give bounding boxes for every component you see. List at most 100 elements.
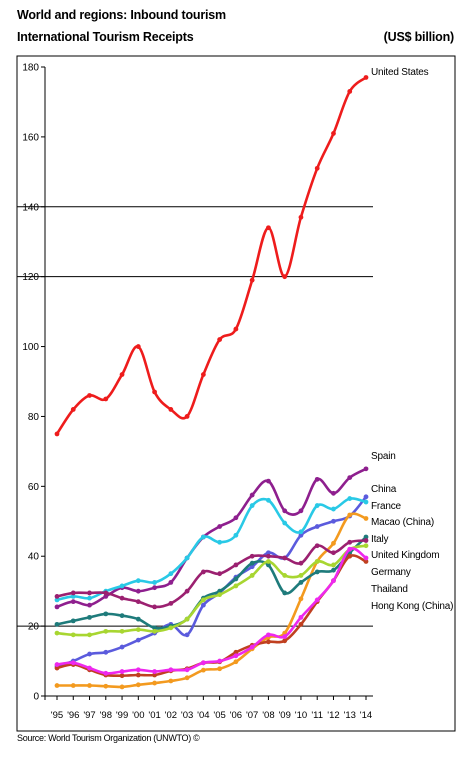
data-point-france [184, 555, 190, 561]
data-point-germany [168, 600, 174, 606]
data-point-macao-china [200, 667, 206, 673]
series-labels: United States Spain China France Macao (Chin… [371, 67, 453, 612]
data-point-italy [298, 580, 304, 585]
data-point-hong-kong-china [331, 578, 336, 584]
data-point-united-states [233, 326, 239, 332]
x-tick-label: '99 [116, 710, 128, 721]
data-point-hong-kong-china [103, 670, 109, 676]
series-line-china [55, 495, 368, 668]
data-point-spain [266, 478, 271, 484]
data-point-france [70, 594, 76, 599]
data-point-italy [135, 616, 141, 622]
data-point-united-kingdom [103, 628, 109, 634]
data-point-france [87, 595, 92, 601]
data-point-thailand [135, 672, 141, 678]
data-point-germany [233, 562, 239, 568]
x-tick-label: '05 [213, 710, 225, 721]
data-point-united-kingdom [119, 628, 125, 634]
data-point-china [119, 644, 125, 650]
data-point-united-states [282, 274, 288, 280]
data-point-germany [54, 594, 60, 599]
x-tick-label: '03 [181, 710, 193, 721]
data-point-italy [152, 625, 157, 631]
x-tick-label: '97 [83, 710, 95, 721]
data-point-hong-kong-china [314, 597, 320, 603]
axes: 0 20 40 60 80 100 120 140 160 180 '95 '96 '97 '98 '99 '… [22, 63, 373, 721]
data-point-spain [314, 476, 320, 482]
data-point-spain [103, 594, 109, 599]
data-point-united-kingdom [152, 628, 157, 634]
y-tick-label: 100 [22, 342, 39, 353]
data-point-germany [87, 590, 92, 596]
data-point-spain [282, 508, 288, 514]
data-point-united-kingdom [87, 632, 92, 638]
data-point-germany [103, 590, 109, 596]
data-point-france [200, 534, 206, 540]
data-point-hong-kong-china [298, 614, 304, 620]
data-point-united-states [135, 344, 141, 349]
series-label-united-states: United States [371, 67, 429, 78]
data-point-macao-china [184, 675, 190, 681]
y-tick-label: 180 [22, 63, 39, 74]
data-point-china [249, 564, 255, 570]
data-point-united-kingdom [70, 632, 76, 638]
chart-subtitle: International Tourism Receipts [17, 30, 194, 44]
data-point-united-states [87, 393, 92, 398]
x-tick-label: '95 [51, 710, 63, 721]
data-point-hong-kong-china [266, 632, 271, 638]
x-tick-label: '10 [295, 710, 307, 721]
data-point-china [135, 637, 141, 643]
data-point-macao-china [119, 684, 125, 690]
x-tick-label: '96 [67, 710, 79, 721]
data-point-united-states [54, 431, 60, 437]
data-point-china [103, 649, 109, 655]
data-point-italy [233, 576, 239, 582]
data-point-thailand [152, 672, 157, 678]
series-label-germany: Germany [371, 567, 411, 578]
y-tick-label: 20 [28, 622, 40, 633]
data-point-united-states [119, 372, 125, 377]
data-point-hong-kong-china [135, 667, 141, 673]
data-point-germany [184, 588, 190, 594]
data-point-united-kingdom [135, 627, 141, 633]
data-point-united-kingdom [233, 583, 239, 589]
series-label-france: France [371, 501, 402, 512]
data-point-spain [217, 524, 223, 529]
data-point-united-kingdom [54, 630, 60, 636]
y-tick-label: 160 [22, 132, 39, 143]
data-point-china [200, 602, 206, 608]
series-china [54, 494, 369, 669]
data-point-united-states [347, 89, 353, 94]
x-tick-label: '07 [246, 710, 258, 721]
data-point-italy [54, 621, 60, 627]
data-point-thailand [119, 673, 125, 679]
data-point-china [314, 524, 320, 529]
data-point-united-kingdom [298, 573, 304, 578]
data-point-spain [168, 580, 174, 585]
x-tick-label: '02 [165, 710, 177, 721]
data-point-italy [363, 534, 369, 540]
series-label-thailand: Thailand [371, 584, 408, 595]
data-point-macao-china [363, 516, 369, 521]
data-point-hong-kong-china [217, 658, 223, 664]
data-point-macao-china [298, 596, 304, 602]
y-tick-label: 40 [28, 552, 40, 563]
data-point-united-states [152, 389, 157, 395]
data-point-united-states [103, 396, 109, 402]
series-label-united-kingdom: United Kingdom [371, 550, 439, 561]
data-point-thailand [347, 553, 353, 559]
data-point-united-kingdom [314, 559, 320, 564]
data-point-france [168, 571, 174, 577]
data-point-italy [87, 614, 92, 620]
x-tick-label: '98 [100, 710, 112, 721]
data-point-united-states [249, 277, 255, 283]
x-tick-label: '11 [311, 710, 323, 721]
data-point-spain [298, 508, 304, 514]
data-point-united-kingdom [200, 597, 206, 603]
x-tick-label: '01 [148, 710, 160, 721]
data-point-united-states [363, 75, 369, 80]
data-point-united-kingdom [266, 559, 271, 564]
series-label-spain: Spain [371, 451, 396, 462]
series-united-states [54, 75, 369, 437]
